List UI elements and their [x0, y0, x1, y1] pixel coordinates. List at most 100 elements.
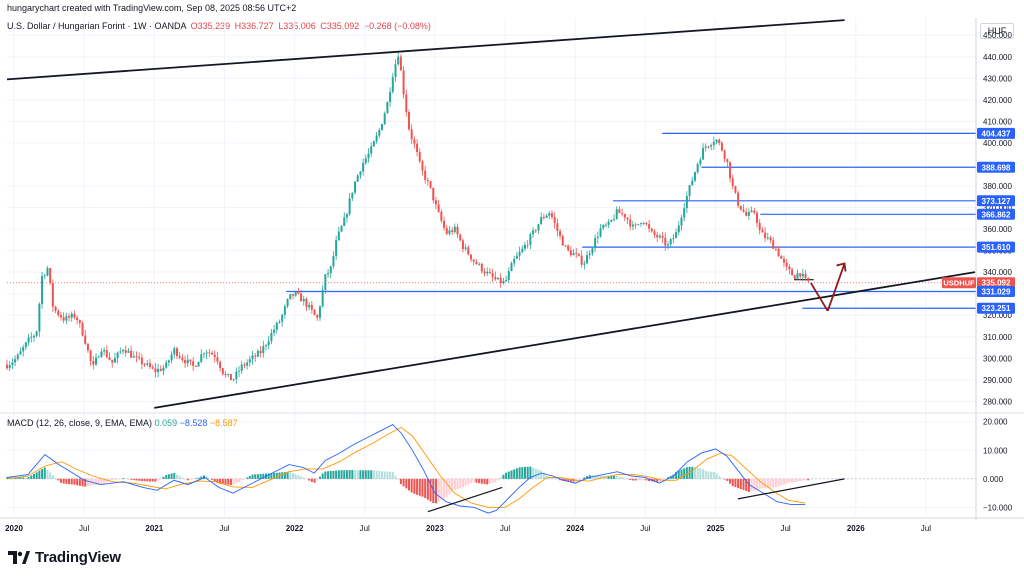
macd-histogram-bar — [111, 478, 114, 481]
macd-histogram-bar — [710, 471, 713, 479]
candle-up — [642, 223, 645, 224]
macd-histogram-bar — [421, 478, 424, 497]
macd-histogram-bar — [550, 477, 553, 479]
candle-down — [143, 364, 146, 366]
candle-up — [658, 235, 661, 238]
candle-up — [170, 354, 173, 361]
candle-down — [224, 374, 227, 376]
candle-up — [343, 217, 346, 226]
macd-histogram-bar — [378, 470, 381, 479]
candle-up — [332, 255, 335, 267]
symbol-name[interactable]: U.S. Dollar / Hungarian Forint · 1W · OA… — [7, 21, 187, 31]
macd-histogram-bar — [313, 478, 316, 483]
candle-down — [189, 359, 192, 362]
macd-trendline-2 — [737, 478, 845, 500]
candle-up — [766, 237, 769, 239]
macd-histogram-bar — [11, 477, 14, 479]
macd-histogram-bar — [267, 473, 270, 479]
macd-histogram-bar — [89, 478, 92, 486]
candle-down — [556, 223, 559, 232]
candle-up — [615, 209, 618, 219]
projection-up-arrow — [826, 263, 846, 312]
macd-histogram-bar — [653, 478, 656, 482]
macd-histogram-bar — [486, 478, 489, 485]
currency-unit-button[interactable]: HUF — [980, 23, 1014, 39]
macd-histogram-bar — [691, 466, 694, 479]
candle-down — [62, 317, 65, 321]
macd-histogram-bar — [723, 478, 726, 480]
candle-down — [718, 139, 721, 144]
tradingview-logo[interactable]: TradingView — [8, 549, 121, 566]
macd-histogram-bar — [561, 478, 564, 481]
macd-histogram-bar — [19, 477, 22, 479]
macd-histogram-bar — [640, 478, 643, 481]
macd-histogram-bar — [475, 478, 478, 483]
macd-histogram-bar — [769, 478, 772, 488]
candle-up — [38, 303, 41, 332]
candle-up — [327, 273, 330, 275]
candle-up — [356, 175, 359, 182]
macd-histogram-bar — [807, 478, 810, 481]
macd-histogram-bar — [32, 473, 35, 479]
candle-down — [105, 350, 108, 358]
candle-down — [526, 244, 529, 246]
candle-down — [316, 315, 319, 318]
macd-histogram-bar — [194, 478, 197, 479]
candle-up — [693, 172, 696, 181]
candle-up — [448, 230, 451, 234]
candle-up — [594, 238, 597, 249]
price-tick-label: 360.000 — [983, 225, 1012, 234]
candle-up — [16, 354, 19, 360]
candle-up — [602, 224, 605, 229]
macd-histogram-bar — [165, 475, 168, 479]
macd-histogram-bar — [542, 472, 545, 479]
macd-histogram-bar — [729, 478, 732, 484]
macd-histogram-bar — [181, 477, 184, 479]
candle-up — [132, 356, 135, 358]
candle-down — [184, 360, 187, 364]
candle-up — [801, 273, 804, 277]
macd-histogram-bar — [108, 478, 111, 482]
macd-histogram-bar — [623, 478, 626, 479]
price-tick-label: 300.000 — [983, 354, 1012, 363]
candle-down — [432, 187, 435, 201]
macd-histogram-bar — [113, 478, 116, 480]
macd-histogram-bar — [480, 478, 483, 484]
macd-histogram-bar — [523, 466, 526, 479]
macd-histogram-bar — [637, 478, 640, 481]
macd-histogram-bar — [232, 478, 235, 485]
macd-histogram-bar — [178, 476, 181, 479]
candle-up — [478, 263, 481, 265]
candle-down — [664, 237, 667, 246]
candle-down — [645, 223, 648, 225]
candle-down — [213, 354, 216, 358]
macd-histogram-bar — [254, 474, 257, 479]
time-tick-label: 2024 — [566, 524, 584, 533]
candle-up — [43, 275, 46, 277]
macd-histogram-bar — [130, 478, 133, 480]
macd-histogram-bar — [532, 467, 535, 479]
candle-up — [367, 153, 370, 159]
candle-down — [745, 211, 748, 216]
macd-histogram-bar — [286, 471, 289, 479]
macd-histogram-bar — [440, 478, 443, 500]
macd-histogram-bar — [397, 478, 400, 480]
macd-histogram-bar — [569, 478, 572, 482]
macd-histogram-bar — [38, 470, 41, 479]
candle-down — [194, 365, 197, 367]
candle-up — [680, 217, 683, 226]
macd-histogram-bar — [505, 472, 508, 479]
macd-histogram-bar — [602, 476, 605, 479]
macd-histogram-bar — [607, 476, 610, 479]
macd-histogram-bar — [583, 477, 586, 479]
macd-histogram-bar — [742, 478, 745, 490]
candle-down — [78, 319, 81, 324]
candle-up — [8, 364, 11, 369]
macd-histogram-bar — [518, 467, 521, 479]
macd-histogram-bar — [211, 478, 214, 480]
candle-up — [340, 225, 343, 232]
candle-down — [49, 268, 52, 284]
candle-down — [769, 237, 772, 241]
macd-legend: MACD (12, 26, close, 9, EMA, EMA) 0.059 … — [7, 418, 238, 428]
